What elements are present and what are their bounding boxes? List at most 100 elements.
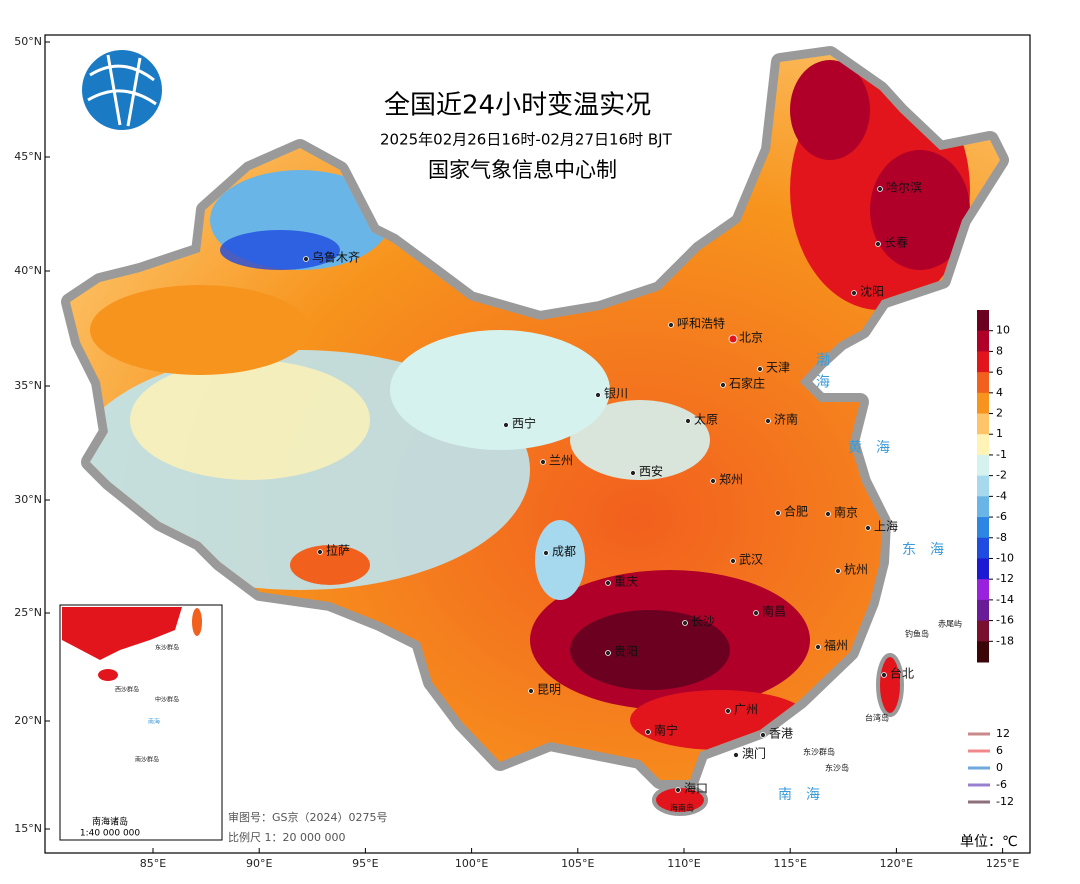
city-dot: [605, 580, 611, 586]
island-label: 东沙岛: [825, 763, 849, 773]
contour-legend-label: 12: [996, 727, 1010, 740]
city-dot: [317, 549, 323, 555]
city-dot: [710, 478, 716, 484]
lat-label: 40°N: [14, 264, 42, 277]
city-label: 长春: [884, 236, 908, 250]
city-label: 西宁: [512, 416, 536, 431]
city-label: 澳门: [742, 746, 766, 761]
colorbar-segment: [977, 475, 989, 497]
city-dot: [543, 550, 549, 556]
lon-label: 115°E: [773, 857, 806, 870]
city-label: 成都: [552, 545, 576, 559]
city-dot: [765, 418, 771, 424]
inset-label: 南沙群岛: [135, 756, 159, 764]
city-dot: [595, 392, 601, 398]
city-dot: [881, 672, 887, 678]
city-dot: [835, 568, 841, 574]
city-label: 拉萨: [326, 543, 350, 558]
city-dot: [760, 732, 766, 738]
lat-label: 30°N: [14, 493, 42, 506]
map-number: 审图号：GS京（2024）0275号: [228, 810, 388, 824]
city-label: 北京: [739, 331, 763, 345]
city-label: 太原: [694, 412, 718, 427]
city-label: 武汉: [739, 553, 763, 567]
colorbar-label: -8: [996, 531, 1007, 544]
city-label: 上海: [874, 519, 898, 534]
city-label: 福州: [824, 638, 848, 653]
colorbar-label: 8: [996, 344, 1003, 357]
city-dot: [757, 366, 763, 372]
city-dot: [753, 610, 759, 616]
lat-label: 15°N: [14, 822, 42, 835]
city-dot: [775, 510, 781, 516]
colorbar-segment: [977, 330, 989, 352]
city-label: 西安: [639, 464, 663, 479]
island-label: 东沙群岛: [803, 747, 835, 757]
inset-title: 南海诸岛: [92, 816, 128, 828]
colorbar-label: -18: [996, 634, 1014, 647]
city-label: 广州: [734, 703, 758, 717]
city-dot: [645, 729, 651, 735]
city-dot: [303, 256, 309, 262]
lon-label: 120°E: [880, 857, 913, 870]
city-dot: [630, 470, 636, 476]
sea-label: 渤海: [814, 352, 830, 396]
subtitle: 2025年02月26日16时-02月27日16时 BJT: [380, 131, 673, 149]
colorbar-label: 6: [996, 365, 1003, 378]
colorbar-segment: [977, 558, 989, 580]
colorbar-label: -1: [996, 448, 1007, 461]
city-label: 石家庄: [729, 376, 765, 391]
contour-legend-label: -12: [996, 795, 1014, 808]
city-dot: [875, 241, 881, 247]
lon-label: 95°E: [352, 857, 378, 870]
colorbar-segment: [977, 517, 989, 539]
sea-label: 东海: [902, 542, 958, 558]
city-label: 合肥: [784, 504, 808, 519]
colorbar-segment: [977, 413, 989, 435]
city-dot: [815, 644, 821, 650]
city-dot: [682, 620, 688, 626]
city-dot: [675, 787, 681, 793]
colorbar-label: 4: [996, 386, 1003, 399]
city-label: 南宁: [654, 723, 678, 738]
colorbar-segment: [977, 641, 989, 663]
inset-label: 南海: [148, 718, 160, 726]
city-label: 天津: [766, 361, 790, 375]
lon-label: 85°E: [140, 857, 166, 870]
city-dot: [728, 334, 738, 344]
city-label: 杭州: [844, 562, 868, 577]
city-label: 南昌: [762, 604, 786, 619]
city-dot: [605, 650, 611, 656]
contour-legend-label: -6: [996, 778, 1007, 791]
city-dot: [825, 511, 831, 517]
city-dot: [865, 525, 871, 531]
city-dot: [730, 558, 736, 564]
city-label: 乌鲁木齐: [312, 250, 360, 265]
colorbar-label: -12: [996, 572, 1014, 585]
scale: 比例尺 1：20 000 000: [228, 830, 345, 844]
city-dot: [503, 422, 509, 428]
lon-label: 105°E: [561, 857, 594, 870]
colorbar-segment: [977, 434, 989, 456]
colorbar-label: -16: [996, 614, 1014, 627]
city-label: 哈尔滨: [886, 180, 922, 195]
city-label: 兰州: [549, 454, 573, 468]
lon-label: 110°E: [667, 857, 700, 870]
city-label: 沈阳: [860, 284, 884, 299]
colorbar-segment: [977, 392, 989, 415]
colorbar-segment: [977, 351, 989, 373]
colorbar-label: -10: [996, 551, 1014, 564]
island-label: 赤尾屿: [938, 620, 962, 629]
city-dot: [528, 688, 534, 694]
taiwan: [876, 653, 904, 717]
colorbar-segment: [977, 537, 989, 559]
city-dot: [877, 186, 883, 192]
sea-label: 黄海: [848, 439, 904, 456]
city-dot: [540, 459, 546, 465]
city-label: 南京: [834, 505, 858, 520]
colorbar-label: -2: [996, 469, 1007, 482]
city-label: 海口: [684, 781, 708, 796]
sea-label: 南海: [778, 787, 834, 803]
colorbar-segment: [977, 579, 989, 601]
